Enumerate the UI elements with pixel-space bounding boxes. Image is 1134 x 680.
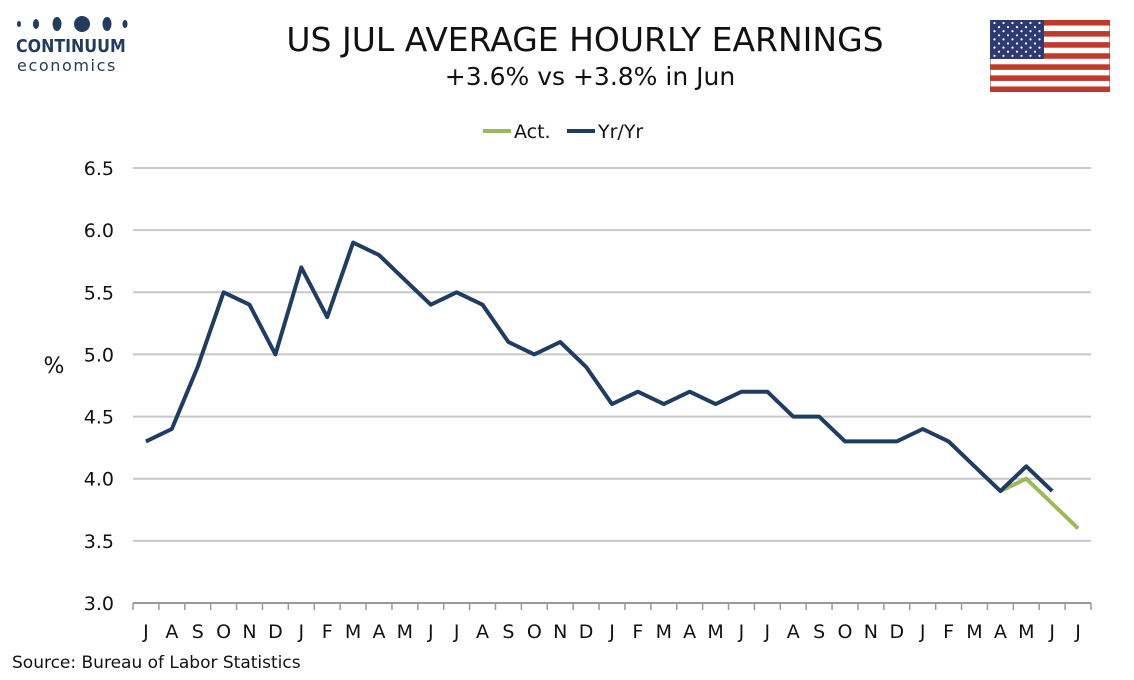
- x-tick-label: M: [966, 621, 982, 643]
- x-tick-label: O: [216, 621, 231, 643]
- series-line-yr-yr: [145, 240, 1054, 494]
- x-tick-label: J: [919, 621, 926, 643]
- x-tick-label: J: [738, 621, 745, 643]
- x-tick-label: F: [943, 621, 954, 643]
- x-tick-label: N: [242, 621, 256, 643]
- y-tick-label: 4.0: [84, 469, 114, 491]
- x-tick-label: M: [345, 621, 361, 643]
- x-tick-label: J: [142, 621, 149, 643]
- y-tick-label: 3.5: [84, 531, 114, 553]
- y-tick-label: 6.0: [84, 220, 114, 242]
- x-tick-label: S: [502, 621, 514, 643]
- x-tick-label: A: [476, 621, 489, 643]
- x-tick-label: A: [165, 621, 178, 643]
- x-tick-label: O: [838, 621, 853, 643]
- us-flag-icon: [990, 20, 1110, 92]
- x-tick-label: J: [764, 621, 771, 643]
- x-tick-label: D: [889, 621, 904, 643]
- x-tick-label: J: [453, 621, 460, 643]
- chart-title: US JUL AVERAGE HOURLY EARNINGS: [286, 20, 884, 59]
- source-note: Source: Bureau of Labor Statistics: [12, 653, 301, 673]
- chart-subtitle: +3.6% vs +3.8% in Jun: [444, 62, 736, 91]
- x-tick-label: M: [656, 621, 672, 643]
- brand-sub: economics: [17, 56, 117, 75]
- series-line-act: [999, 476, 1080, 530]
- x-tick-label: O: [527, 621, 542, 643]
- x-tick-label: M: [1018, 621, 1034, 643]
- x-tick-label: J: [427, 621, 434, 643]
- x-tick-label: J: [297, 621, 304, 643]
- x-tick-label: J: [1074, 621, 1081, 643]
- y-tick-label: 3.0: [84, 593, 114, 615]
- x-tick-label: N: [553, 621, 567, 643]
- x-tick-label: A: [787, 621, 800, 643]
- x-tick-label: J: [1048, 621, 1055, 643]
- y-tick-label: 5.5: [84, 282, 114, 304]
- x-tick-label: S: [192, 621, 204, 643]
- x-tick-label: D: [579, 621, 594, 643]
- y-tick-label: 6.5: [84, 158, 114, 180]
- x-tick-label: A: [372, 621, 385, 643]
- y-tick-label: 5.0: [84, 344, 114, 366]
- legend-label: Act.: [514, 121, 551, 143]
- x-tick-label: A: [994, 621, 1007, 643]
- logo-dots-icon: [17, 16, 128, 32]
- y-axis-label: %: [44, 354, 65, 379]
- x-tick-label: S: [813, 621, 825, 643]
- x-tick-label: D: [268, 621, 283, 643]
- legend-label: Yr/Yr: [597, 121, 643, 143]
- x-tick-label: M: [707, 621, 723, 643]
- brand-name: CONTINUUM: [16, 36, 126, 57]
- x-tick-label: F: [632, 621, 643, 643]
- x-tick-label: F: [322, 621, 333, 643]
- x-tick-label: N: [864, 621, 878, 643]
- brand-logo: CONTINUUM economics: [14, 14, 134, 75]
- x-tick-label: A: [683, 621, 696, 643]
- x-tick-label: J: [608, 621, 615, 643]
- x-tick-label: M: [397, 621, 413, 643]
- y-tick-label: 4.5: [84, 407, 114, 429]
